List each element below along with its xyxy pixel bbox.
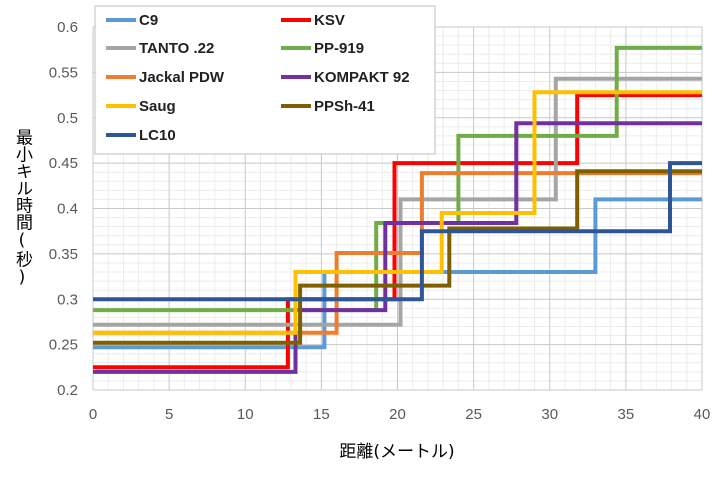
series-line-kompakt-92 [93,121,702,374]
legend-label-kompakt-92: KOMPAKT 92 [314,69,410,86]
y-tick-label: 0.4 [57,201,78,218]
x-tick-label: 0 [89,406,97,423]
x-tick-label: 5 [165,406,173,423]
x-tick-label: 25 [465,406,482,423]
y-tick-label: 0.45 [49,155,78,172]
series-line-ksv [93,93,702,370]
legend-label-saug: Saug [139,98,176,115]
y-tick-label: 0.6 [57,19,78,36]
y-tick-label: 0.3 [57,291,78,308]
series-line-tanto-22 [93,76,702,327]
legend-box [94,5,436,155]
legend: C9 KSV TANTO .22 PP-919 Jackal PDW KOMPAKT 92… [94,5,436,155]
legend-label-jackal-pdw: Jackal PDW [139,69,225,86]
legend-label-tanto-22: TANTO .22 [139,40,214,57]
x-tick-label: 20 [389,406,406,423]
legend-label-c9: C9 [139,12,158,29]
y-tick-label: 0.2 [57,382,78,399]
legend-label-ppsh-41: PPSh-41 [314,98,375,115]
series-line-saug [93,90,702,335]
legend-label-ksv: KSV [314,12,345,29]
x-tick-label: 10 [237,406,254,423]
x-tick-label: 30 [541,406,558,423]
series-line-lc10 [93,161,702,302]
y-tick-label: 0.55 [49,64,78,81]
series-line-pp-919 [93,45,702,313]
x-tick-labels: 0 5 10 15 20 25 30 35 40 [89,406,711,423]
x-tick-label: 35 [618,406,635,423]
y-tick-label: 0.5 [57,110,78,127]
y-tick-label: 0.25 [49,337,78,354]
legend-label-lc10: LC10 [139,127,176,144]
legend-label-pp-919: PP-919 [314,40,364,57]
series-line-ppsh-41 [93,169,702,345]
x-tick-label: 15 [313,406,330,423]
series-layer [93,45,702,374]
series-line-c9 [93,197,702,350]
y-axis-title: 最小キル時間(秒) [12,129,33,288]
x-tick-label: 40 [694,406,711,423]
y-axis-title-text: 最小キル時間(秒) [12,129,33,288]
y-tick-labels: 0.2 0.25 0.3 0.35 0.4 0.45 0.5 0.55 0.6 [49,19,78,399]
y-tick-label: 0.35 [49,246,78,263]
x-axis-title: 距離(メートル) [339,442,454,462]
